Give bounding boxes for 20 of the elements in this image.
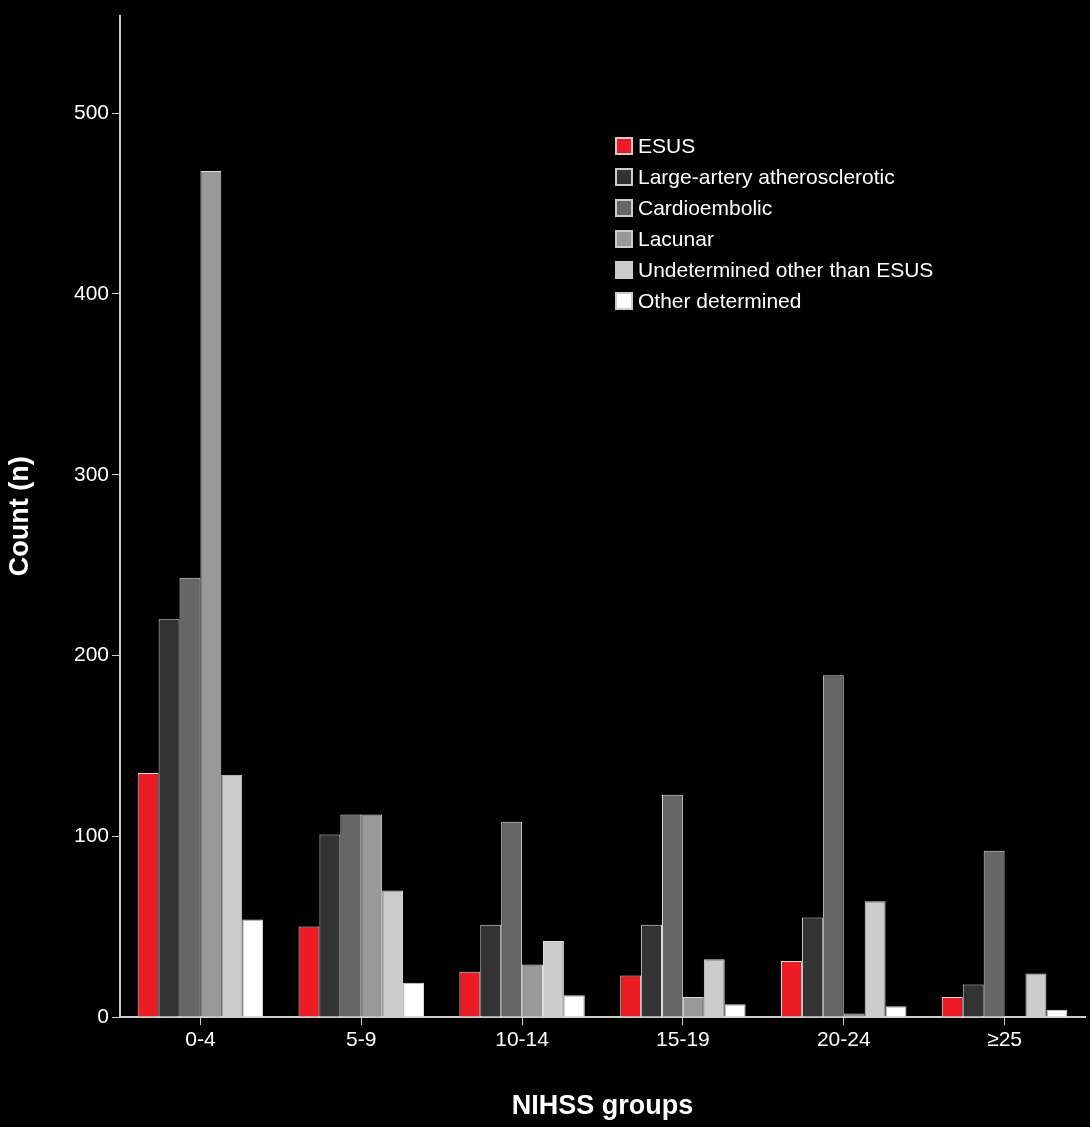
legend-label: Cardioembolic <box>638 195 773 220</box>
legend-label: Other determined <box>638 288 802 313</box>
x-tick-label: ≥25 <box>987 1027 1023 1051</box>
legend-label: ESUS <box>638 133 696 158</box>
y-tick-label: 200 <box>73 642 109 666</box>
x-tick-label: 10-14 <box>495 1027 550 1051</box>
x-axis-title: NIHSS groups <box>511 1090 694 1121</box>
x-tick-label: 15-19 <box>656 1027 710 1051</box>
x-tick-label: 20-24 <box>816 1027 871 1051</box>
y-tick-label: 100 <box>73 823 109 847</box>
x-tick-label: 0-4 <box>185 1027 216 1051</box>
y-tick-label: 300 <box>73 461 109 485</box>
y-tick-label: 500 <box>73 100 109 124</box>
legend-label: Undetermined other than ESUS <box>638 257 934 282</box>
y-tick-label: 0 <box>97 1003 109 1027</box>
y-axis-title: Count (n) <box>3 456 34 577</box>
x-tick-label: 5-9 <box>346 1027 377 1051</box>
legend-label: Lacunar <box>638 226 714 251</box>
y-tick-label: 400 <box>73 280 109 304</box>
legend-label: Large-artery atherosclerotic <box>638 164 895 189</box>
